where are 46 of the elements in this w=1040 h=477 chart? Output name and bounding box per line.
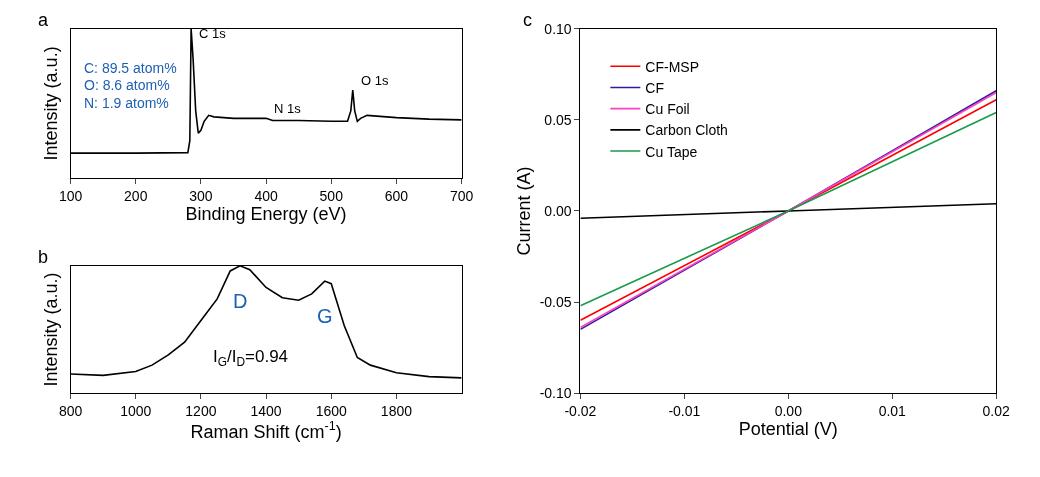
x-tick-label: 1000 bbox=[120, 402, 152, 419]
x-tick-label: 1600 bbox=[315, 402, 348, 419]
legend-label: CF-MSP bbox=[645, 58, 700, 75]
legend-label: CF bbox=[645, 79, 665, 96]
y-axis-title: Intensity (a.u.) bbox=[40, 46, 61, 161]
legend-label: Cu Tape bbox=[645, 143, 698, 160]
x-tick-label: 200 bbox=[124, 187, 148, 204]
text: c bbox=[523, 10, 532, 30]
annotation: O: 8.6 atom% bbox=[84, 77, 170, 93]
x-tick-label: 300 bbox=[189, 187, 213, 204]
x-tick-label: 1400 bbox=[250, 402, 282, 419]
legend-label: Cu Foil bbox=[645, 101, 690, 118]
x-tick-label: 600 bbox=[384, 187, 409, 204]
x-tick-label: 1200 bbox=[185, 402, 217, 419]
x-tick-label: 1800 bbox=[380, 402, 413, 419]
annotation: C: 89.5 atom% bbox=[84, 60, 177, 76]
x-axis-title: Potential (V) bbox=[738, 418, 838, 439]
x-axis-title: Raman Shift (cm$^{-1}$) bbox=[190, 418, 342, 442]
text: b bbox=[38, 247, 49, 267]
annotation: I$_{G}$/I$_{D}$=0.94 bbox=[213, 347, 289, 369]
x-tick-label: 0.01 bbox=[878, 402, 907, 419]
x-tick-label: 100 bbox=[58, 187, 83, 204]
x-tick-label: 400 bbox=[254, 187, 278, 204]
annotation: D bbox=[233, 290, 248, 312]
annotation: N 1s bbox=[274, 101, 302, 116]
x-tick-label: 800 bbox=[58, 402, 83, 419]
x-tick-label: -0.02 bbox=[564, 402, 597, 419]
x-tick-label: 700 bbox=[449, 187, 474, 204]
legend-label: Carbon Cloth bbox=[645, 122, 728, 139]
annotation: C 1s bbox=[199, 26, 227, 41]
x-tick-label: 0.02 bbox=[982, 402, 1011, 419]
y-tick-label: 0.10 bbox=[544, 20, 572, 37]
y-tick-label: -0.10 bbox=[539, 385, 572, 402]
y-axis-title: Current (A) bbox=[513, 166, 534, 256]
x-tick-label: 0.00 bbox=[774, 402, 803, 419]
y-tick-label: -0.05 bbox=[539, 293, 572, 310]
x-tick-label: -0.01 bbox=[668, 402, 701, 419]
y-tick-label: 0.00 bbox=[544, 202, 572, 219]
annotation: O 1s bbox=[361, 73, 389, 88]
x-tick-label: 500 bbox=[319, 187, 344, 204]
y-axis-title: Intensity (a.u.) bbox=[40, 272, 61, 387]
y-tick-label: 0.05 bbox=[544, 111, 572, 128]
x-axis-title: Binding Energy (eV) bbox=[185, 203, 347, 224]
annotation: G bbox=[317, 305, 333, 327]
text: a bbox=[38, 10, 49, 30]
annotation: N: 1.9 atom% bbox=[84, 95, 169, 111]
